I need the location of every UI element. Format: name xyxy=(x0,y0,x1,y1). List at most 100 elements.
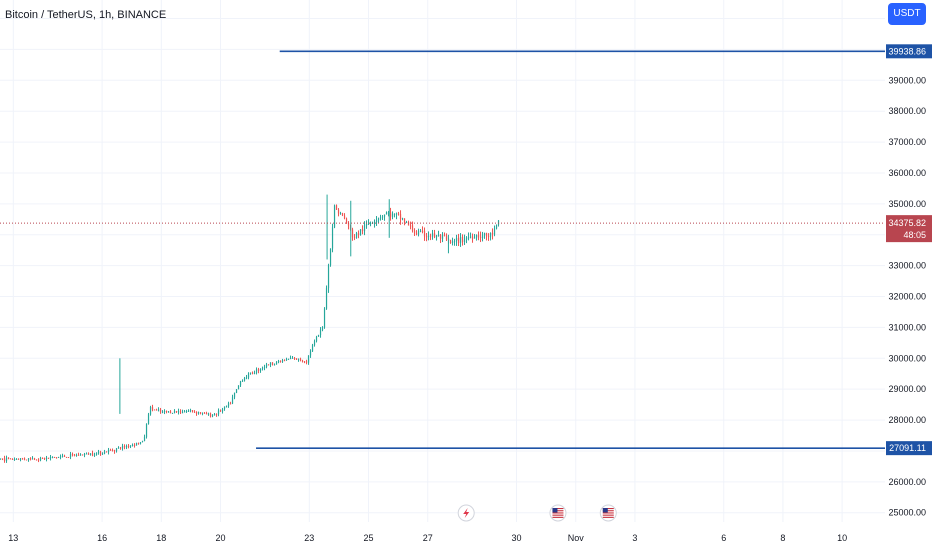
candle xyxy=(317,334,320,337)
x-tick-label: 6 xyxy=(721,533,726,543)
candle xyxy=(363,225,366,232)
x-tick-label: 18 xyxy=(156,533,166,543)
candle xyxy=(289,358,292,360)
candle xyxy=(423,230,426,237)
candle xyxy=(249,372,252,374)
candle xyxy=(109,449,112,451)
candle xyxy=(91,453,94,456)
candle xyxy=(359,229,362,236)
y-tick-label: 39000.00 xyxy=(888,75,926,85)
us-flag-icon[interactable] xyxy=(599,504,617,522)
candle xyxy=(465,237,468,240)
flag-stripe xyxy=(602,512,614,514)
lightning-icon[interactable] xyxy=(457,504,475,522)
candle xyxy=(23,458,26,460)
candle xyxy=(267,364,270,366)
flag-stripe xyxy=(552,512,564,514)
candle xyxy=(117,447,120,449)
candle xyxy=(219,410,222,412)
candle xyxy=(69,454,72,458)
candle xyxy=(65,456,68,458)
candle xyxy=(255,369,258,373)
candle xyxy=(415,233,418,235)
x-tick-label: 30 xyxy=(512,533,522,543)
candle xyxy=(373,221,376,223)
candle xyxy=(403,218,406,223)
candle xyxy=(49,457,52,459)
candle xyxy=(413,230,416,234)
x-tick-label: 27 xyxy=(423,533,433,543)
candle xyxy=(361,229,364,232)
flag-stripe xyxy=(602,508,614,510)
candle xyxy=(335,205,338,210)
candle xyxy=(0,458,2,460)
candle xyxy=(61,455,64,457)
candle xyxy=(463,239,466,242)
candle xyxy=(209,413,212,417)
candle xyxy=(467,237,470,239)
us-flag-icon[interactable] xyxy=(549,504,567,522)
candle xyxy=(193,411,196,413)
candle xyxy=(181,412,184,414)
candle xyxy=(279,360,282,362)
candle xyxy=(421,230,424,232)
candle xyxy=(173,411,176,413)
candle xyxy=(245,377,248,379)
candle xyxy=(433,233,436,238)
candle xyxy=(99,451,102,455)
candle xyxy=(183,411,186,413)
candle xyxy=(199,412,202,414)
candle xyxy=(475,234,478,238)
candle xyxy=(257,369,260,371)
candle xyxy=(327,265,330,289)
candle xyxy=(143,436,146,441)
candle xyxy=(485,232,488,237)
candle xyxy=(153,409,156,411)
candle xyxy=(11,458,14,460)
x-tick-label: 10 xyxy=(837,533,847,543)
candle xyxy=(135,443,138,446)
candle xyxy=(75,454,78,456)
y-tick-label: 32000.00 xyxy=(888,292,926,302)
candle xyxy=(477,234,480,238)
x-tick-label: 3 xyxy=(632,533,637,543)
candle xyxy=(439,234,442,239)
candle xyxy=(175,411,178,413)
level-value: 39938.86 xyxy=(888,46,926,56)
lightning-glyph xyxy=(463,508,470,518)
candle xyxy=(399,213,402,220)
candle xyxy=(139,442,142,444)
candle xyxy=(87,453,90,455)
candle xyxy=(227,403,230,407)
candle xyxy=(491,232,494,235)
candle xyxy=(347,223,350,226)
candle xyxy=(383,214,386,217)
currency-button[interactable]: USDT xyxy=(888,3,926,25)
candle xyxy=(337,209,340,214)
candle xyxy=(81,454,84,456)
price-axis[interactable] xyxy=(885,0,932,550)
candle xyxy=(191,410,194,412)
candle xyxy=(431,233,434,237)
candle xyxy=(137,443,140,445)
candle xyxy=(495,224,498,229)
candle xyxy=(419,230,422,232)
candle xyxy=(397,213,400,215)
candle xyxy=(481,235,484,239)
candle xyxy=(241,380,244,382)
candle xyxy=(281,360,284,362)
candle xyxy=(41,457,44,459)
x-tick-label: Nov xyxy=(568,533,585,543)
candle xyxy=(63,455,66,457)
candle xyxy=(293,357,296,359)
candle xyxy=(179,411,182,413)
candle xyxy=(353,237,356,239)
flag-stripe xyxy=(552,516,564,518)
x-tick-label: 20 xyxy=(216,533,226,543)
flag-stripe xyxy=(602,510,614,512)
candle xyxy=(469,236,472,238)
candle xyxy=(17,458,20,460)
candle xyxy=(155,409,158,411)
candle xyxy=(277,360,280,363)
